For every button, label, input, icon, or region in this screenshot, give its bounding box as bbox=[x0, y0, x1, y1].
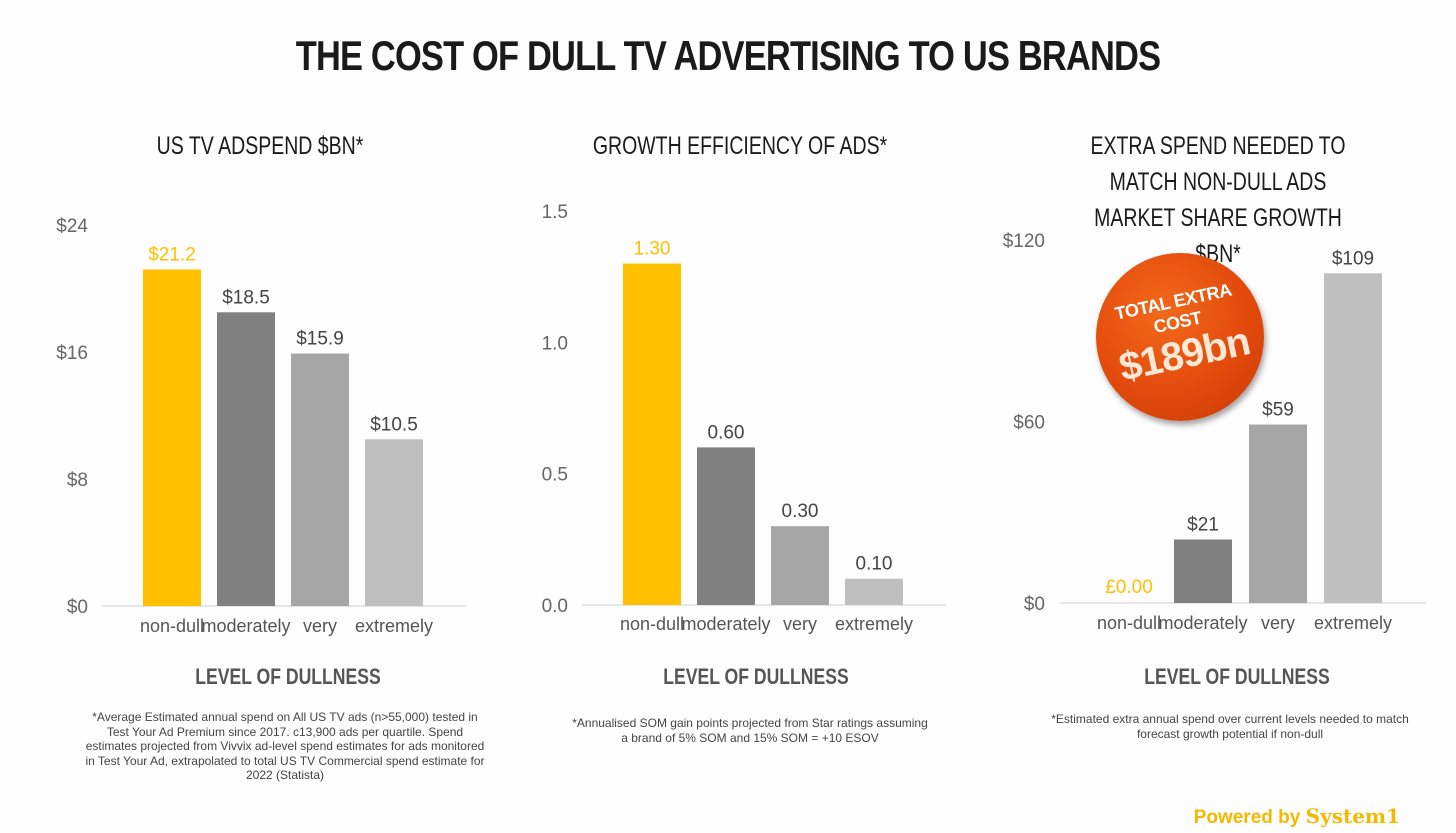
bar-very bbox=[1249, 424, 1307, 603]
data-label: $10.5 bbox=[370, 414, 418, 435]
data-label: $18.5 bbox=[222, 287, 270, 308]
category-label: moderately bbox=[681, 614, 770, 634]
category-label: moderately bbox=[201, 616, 290, 636]
bar-moderately bbox=[1174, 539, 1232, 603]
chart-3-title: EXTRA SPEND NEEDED TO MATCH NON-DULL ADS… bbox=[1090, 132, 1346, 268]
bar-moderately bbox=[697, 447, 755, 605]
data-label: 0.60 bbox=[708, 422, 745, 443]
data-label: $21 bbox=[1187, 514, 1219, 535]
data-label: 0.10 bbox=[856, 554, 893, 575]
y-tick-label: 0.5 bbox=[542, 465, 568, 486]
y-tick-label: $0 bbox=[67, 597, 88, 618]
category-label: non-dull bbox=[620, 614, 684, 634]
bar-non-dull bbox=[143, 269, 201, 606]
data-label: $59 bbox=[1262, 400, 1294, 421]
chart-1-footnote: *Average Estimated annual spend on All U… bbox=[85, 710, 485, 782]
bar-very bbox=[291, 353, 349, 606]
category-label: very bbox=[783, 614, 817, 634]
data-label: 1.30 bbox=[634, 239, 671, 260]
powered-by-brand: System1 bbox=[1305, 804, 1400, 828]
y-tick-label: 1.5 bbox=[542, 202, 568, 223]
y-tick-label: $16 bbox=[56, 343, 88, 364]
y-tick-label: 0.0 bbox=[542, 596, 568, 617]
bar-moderately bbox=[217, 312, 275, 606]
powered-by: Powered by System1 bbox=[1194, 804, 1400, 829]
category-label: non-dull bbox=[1097, 613, 1161, 633]
main-title: THE COST OF DULL TV ADVERTISING TO US BR… bbox=[295, 32, 1161, 79]
data-label: $21.2 bbox=[148, 244, 196, 265]
y-tick-label: $60 bbox=[1013, 413, 1045, 434]
bar-non-dull bbox=[623, 263, 681, 605]
data-label: $109 bbox=[1332, 248, 1374, 269]
chart-2-title: GROWTH EFFICIENCY OF ADS* bbox=[592, 132, 888, 160]
chart-2-xlabel: LEVEL OF DULLNESS bbox=[663, 664, 849, 689]
y-tick-label: $0 bbox=[1024, 594, 1045, 615]
y-tick-label: $24 bbox=[56, 216, 88, 237]
category-label: extremely bbox=[1314, 613, 1392, 633]
chart-1-title: US TV ADSPEND $BN* bbox=[156, 132, 364, 160]
bar-extremely bbox=[365, 439, 423, 606]
bar-very bbox=[771, 526, 829, 605]
category-label: extremely bbox=[835, 614, 913, 634]
chart-3-xlabel: LEVEL OF DULLNESS bbox=[1144, 664, 1330, 689]
data-label: 0.30 bbox=[782, 501, 819, 522]
category-label: extremely bbox=[355, 616, 433, 636]
bar-extremely bbox=[845, 578, 903, 605]
data-label: $15.9 bbox=[296, 329, 344, 350]
category-label: very bbox=[303, 616, 337, 636]
y-tick-label: $8 bbox=[67, 470, 88, 491]
data-label: £0.00 bbox=[1105, 577, 1153, 598]
chart-3-footnote: *Estimated extra annual spend over curre… bbox=[1051, 712, 1409, 741]
category-label: moderately bbox=[1158, 613, 1247, 633]
chart-1-xlabel: LEVEL OF DULLNESS bbox=[195, 664, 381, 689]
total-extra-cost-badge: TOTAL EXTRA COST $189bn bbox=[1096, 253, 1264, 421]
category-label: non-dull bbox=[140, 616, 204, 636]
category-label: very bbox=[1261, 613, 1295, 633]
y-tick-label: $120 bbox=[1003, 231, 1045, 252]
y-tick-label: 1.0 bbox=[542, 333, 568, 354]
bar-extremely bbox=[1324, 273, 1382, 603]
chart-2-footnote: *Annualised SOM gain points projected fr… bbox=[572, 716, 928, 745]
powered-by-prefix: Powered by bbox=[1193, 807, 1301, 828]
